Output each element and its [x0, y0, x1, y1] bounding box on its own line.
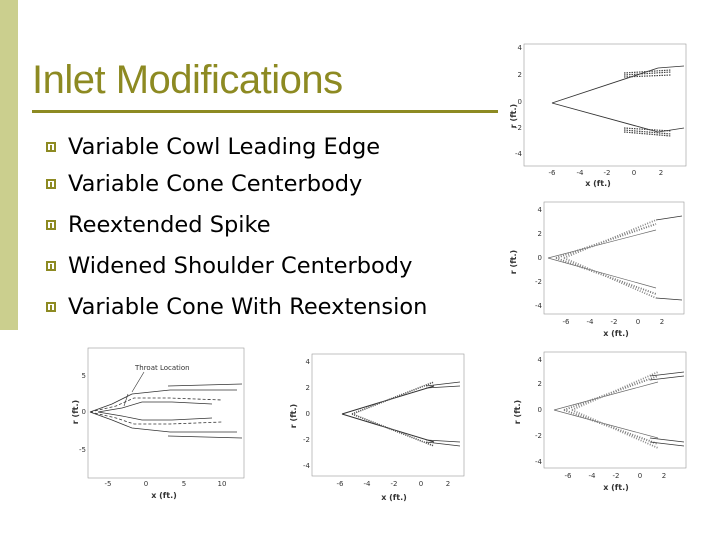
x-tick-label: 0	[144, 480, 148, 488]
x-tick-label: 2	[660, 318, 664, 326]
y-tick-label: 2	[306, 384, 310, 392]
x-tick-label: 0	[419, 480, 423, 488]
bullet-item: Variable Cone With Reextension	[46, 294, 427, 320]
y-tick-label: -4	[535, 458, 543, 466]
x-tick-label: -2	[604, 169, 611, 177]
x-axis-label: x (ft.)	[603, 329, 629, 338]
y-axis-label: r (ft.)	[72, 400, 80, 424]
x-tick-label: 0	[636, 318, 640, 326]
sidebar-accent-bar	[0, 0, 18, 330]
bullet-text: Variable Cowl Leading Edge	[68, 134, 381, 160]
y-tick-label: -2	[515, 124, 522, 132]
square-bullet-icon	[46, 261, 56, 271]
inlet-plot-cone-with-reextension: r (ft.) 4 2 0 -2 -4 -6 -4 -2 0 2 x (ft.)	[510, 346, 690, 496]
bullet-item: Reextended Spike	[46, 212, 271, 238]
x-tick-label: 2	[446, 480, 450, 488]
y-axis-label: r (ft.)	[509, 104, 518, 128]
y-tick-label: -2	[535, 278, 542, 286]
x-tick-label: -5	[105, 480, 112, 488]
y-tick-label: -2	[303, 436, 310, 444]
y-tick-label: 4	[518, 44, 523, 52]
y-tick-label: -4	[535, 302, 543, 310]
inlet-plot-throat-location: r (ft.) 5 0 -5 Throat Location -5 0 5 10…	[72, 346, 248, 506]
x-tick-label: -6	[337, 480, 345, 488]
slide-title: Inlet Modifications	[32, 58, 343, 102]
bullet-item: Variable Cowl Leading Edge	[46, 134, 380, 160]
x-tick-label: -4	[364, 480, 372, 488]
bullet-item: Variable Cone Centerbody	[46, 171, 362, 197]
y-tick-label: 0	[538, 406, 542, 414]
x-tick-label: -4	[589, 472, 597, 480]
inlet-plot-variable-cone: r (ft.) 4 2 0 -2 -4 -6 -4 -2 0 2 x (ft.)	[506, 196, 688, 340]
x-tick-label: -4	[577, 169, 585, 177]
y-tick-label: 0	[518, 98, 522, 106]
x-tick-label: 10	[218, 480, 227, 488]
x-tick-label: 0	[638, 472, 642, 480]
x-axis-label: x (ft.)	[585, 179, 611, 188]
square-bullet-icon	[46, 179, 56, 189]
x-tick-label: -4	[587, 318, 595, 326]
x-axis-label: x (ft.)	[381, 493, 407, 502]
x-tick-label: 0	[632, 169, 636, 177]
y-tick-label: -4	[515, 150, 523, 158]
inlet-plot-reextended-spike: r (ft.) 4 2 0 -2 -4 -6 -4 -2 0 2 x (ft.)	[284, 350, 468, 506]
y-axis-label: r (ft.)	[509, 250, 518, 274]
bullet-text: Variable Cone Centerbody	[68, 171, 363, 197]
y-axis-label: r (ft.)	[513, 400, 522, 424]
bullet-text: Variable Cone With Reextension	[68, 294, 428, 320]
y-tick-label: -4	[303, 462, 311, 470]
y-tick-label: 2	[518, 71, 522, 79]
x-tick-label: -2	[391, 480, 398, 488]
y-tick-label: 0	[538, 254, 542, 262]
x-axis-label: x (ft.)	[603, 483, 629, 492]
y-tick-label: 0	[306, 410, 310, 418]
inlet-plot-variable-cowl: r (ft.) 4 2 0 -2 -4 -6 -4 -2 0 2 x (ft.)	[506, 40, 688, 190]
square-bullet-icon	[46, 302, 56, 312]
bullet-text: Reextended Spike	[68, 212, 271, 238]
title-underline	[32, 110, 498, 113]
x-tick-label: -2	[611, 318, 618, 326]
y-tick-label: 0	[82, 408, 86, 416]
bullet-text: Widened Shoulder Centerbody	[68, 253, 413, 279]
y-tick-label: 4	[538, 356, 543, 364]
x-tick-label: -6	[563, 318, 571, 326]
square-bullet-icon	[46, 220, 56, 230]
x-axis-label: x (ft.)	[151, 491, 177, 500]
x-tick-label: 2	[659, 169, 663, 177]
square-bullet-icon	[46, 142, 56, 152]
y-tick-label: -2	[535, 432, 542, 440]
x-tick-label: -6	[549, 169, 557, 177]
y-tick-label: 5	[82, 372, 86, 380]
y-tick-label: -5	[79, 446, 86, 454]
bullet-item: Widened Shoulder Centerbody	[46, 253, 412, 279]
x-tick-label: -6	[565, 472, 573, 480]
x-tick-label: 5	[182, 480, 186, 488]
throat-location-annotation: Throat Location	[134, 364, 190, 372]
y-tick-label: 2	[538, 380, 542, 388]
y-tick-label: 4	[306, 358, 311, 366]
y-axis-label: r (ft.)	[289, 404, 298, 428]
x-tick-label: -2	[613, 472, 620, 480]
y-tick-label: 4	[538, 206, 543, 214]
x-tick-label: 2	[662, 472, 666, 480]
y-tick-label: 2	[538, 230, 542, 238]
